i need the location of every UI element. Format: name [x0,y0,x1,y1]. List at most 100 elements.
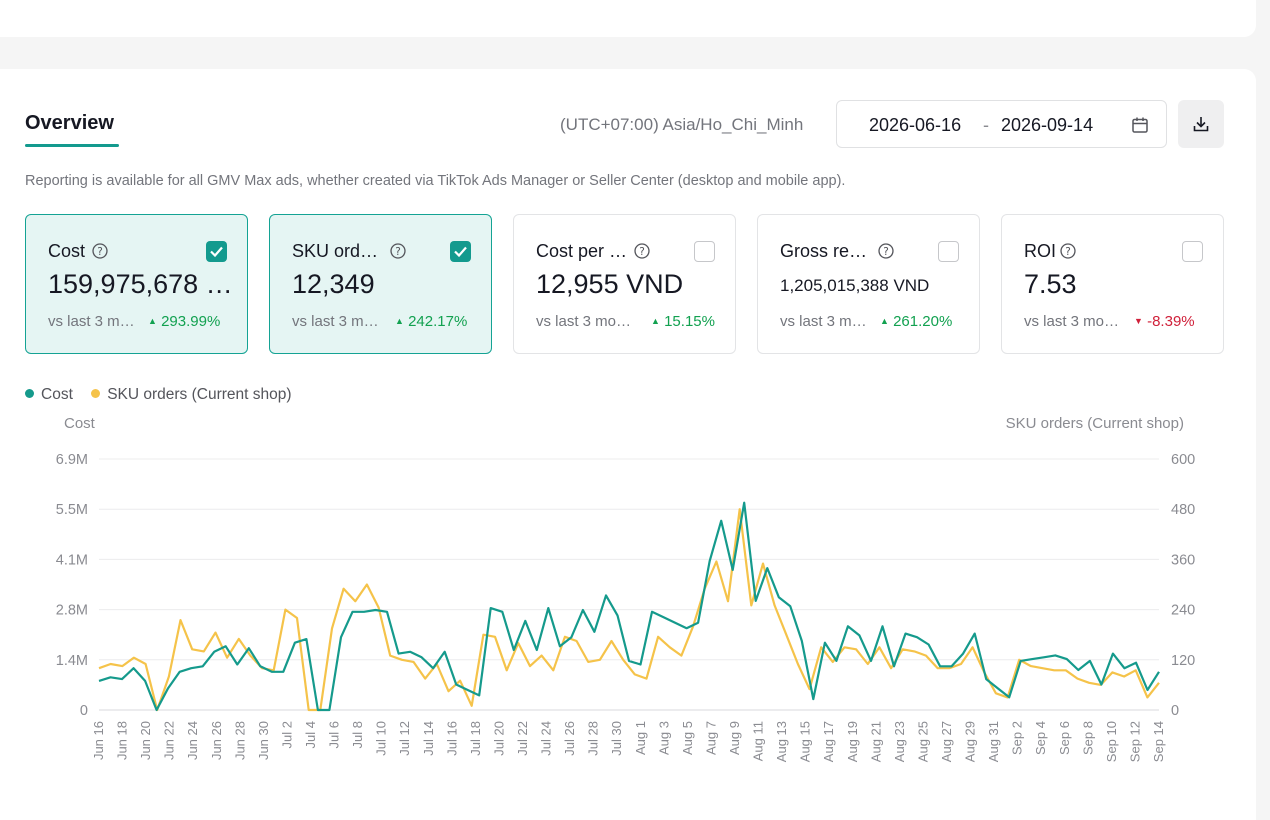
x-tick-label: Jul 22 [515,721,530,756]
help-icon[interactable]: ? [390,243,406,259]
x-tick-label: Jun 30 [256,721,271,760]
metric-change-value: 15.15% [664,313,715,330]
x-tick-label: Jul 10 [374,721,389,756]
help-icon[interactable]: ? [92,243,108,259]
download-button[interactable] [1178,100,1224,148]
x-tick-label: Jul 16 [444,721,459,756]
x-tick-label: Jun 26 [209,721,224,760]
dual-axis-line-chart: Cost SKU orders (Current shop) 0 0 1.4M 120 2.… [56,415,1195,762]
metric-title: Gross re… [780,241,868,261]
x-tick-label: Aug 17 [821,721,836,762]
metric-card-cost-per-order[interactable]: Cost per … ? 12,955 VND vs last 3 mo… ▲ … [513,214,736,354]
arrow-up-icon: ▲ [395,316,404,326]
left-tick-label: 4.1M [56,552,88,568]
help-icon[interactable]: ? [634,243,650,259]
x-tick-label: Aug 29 [963,721,978,762]
metric-change: ▼ -8.39% [1134,313,1195,330]
legend-dot [91,389,101,398]
right-tick-label: 360 [1171,552,1195,568]
x-tick-label: Aug 5 [680,721,695,755]
chart-legend: Cost SKU orders (Current shop) [25,386,306,404]
overview-card [0,69,1256,820]
x-tick-label: Aug 23 [892,721,907,762]
metric-comparison-label: vs last 3 mo… [536,313,632,330]
metric-change-value: 293.99% [161,313,221,330]
metric-value: 12,349 [292,269,375,299]
metric-card-roi[interactable]: ROI ? 7.53 vs last 3 mo… ▼ -8.39% [1001,214,1224,354]
legend-item-sku-orders[interactable]: SKU orders (Current shop) [91,386,292,404]
metric-comparison-label: vs last 3 mo… [1024,313,1120,330]
help-icon[interactable]: ? [1060,243,1076,259]
legend-label: Cost [41,386,73,403]
metric-checkbox[interactable] [938,241,959,262]
reporting-note: Reporting is available for all GMV Max a… [25,173,846,189]
arrow-down-icon: ▼ [1134,316,1143,326]
metric-card-cost[interactable]: Cost ? 159,975,678 … vs last 3 m… ▲ 293.… [25,214,248,354]
metric-checkbox[interactable] [206,241,227,262]
x-tick-label: Jul 18 [468,721,483,756]
x-tick-label: Jul 2 [279,721,294,748]
timezone-label: (UTC+07:00) Asia/Ho_Chi_Minh [560,115,804,134]
download-icon [1193,117,1209,132]
x-tick-label: Aug 31 [986,721,1001,762]
metric-comparison-label: vs last 3 m… [780,313,867,330]
x-tick-label: Jul 6 [327,721,342,748]
metric-value: 12,955 VND [536,269,684,299]
metric-checkbox[interactable] [694,241,715,262]
check-icon [210,246,223,258]
left-tick-label: 0 [80,703,88,719]
left-tick-label: 5.5M [56,502,88,518]
right-tick-label: 0 [1171,703,1179,719]
calendar-icon[interactable] [1131,116,1149,134]
x-tick-label: Sep 2 [1010,721,1025,755]
legend-label: SKU orders (Current shop) [107,386,292,403]
x-tick-label: Aug 27 [939,721,954,762]
metric-card-gross-revenue[interactable]: Gross re… ? 1,205,015,388 VND vs last 3 … [757,214,980,354]
x-tick-label: Aug 3 [656,721,671,755]
svg-text:?: ? [97,246,103,258]
right-tick-label: 120 [1171,653,1195,669]
right-tick-label: 240 [1171,603,1195,619]
metric-value: 7.53 [1024,269,1077,299]
metric-change: ▲ 242.17% [395,313,467,330]
svg-text:?: ? [395,246,401,258]
metric-change: ▲ 261.20% [880,313,952,330]
metric-change: ▲ 15.15% [651,313,715,330]
arrow-up-icon: ▲ [651,316,660,326]
right-tick-label: 600 [1171,452,1195,468]
metric-card-sku-orders[interactable]: SKU ord… ? 12,349 vs last 3 m… ▲ 242.17% [269,214,492,354]
x-tick-label: Sep 4 [1033,721,1048,755]
legend-item-cost[interactable]: Cost [25,386,73,404]
x-tick-label: Aug 11 [751,721,766,761]
metric-value: 1,205,015,388 VND [780,276,930,295]
x-tick-label: Aug 7 [703,721,718,755]
right-tick-label: 480 [1171,502,1195,518]
arrow-up-icon: ▲ [880,316,889,326]
x-tick-label: Jun 24 [185,721,200,760]
metric-comparison-label: vs last 3 m… [48,313,135,330]
date-end[interactable]: 2026-09-14 [1001,115,1094,135]
x-tick-label: Aug 9 [727,721,742,755]
x-tick-label: Jul 8 [350,721,365,748]
x-tick-label: Jul 26 [562,721,577,756]
date-start[interactable]: 2026-06-16 [869,115,962,135]
metric-checkbox[interactable] [1182,241,1203,262]
date-separator: - [983,115,989,135]
x-tick-label: Jun 20 [138,721,153,760]
metric-title: Cost [48,241,86,261]
help-icon[interactable]: ? [878,243,894,259]
metric-title: Cost per … [536,241,628,261]
metric-change-value: -8.39% [1147,313,1195,330]
left-tick-label: 6.9M [56,452,88,468]
metric-comparison-label: vs last 3 m… [292,313,379,330]
left-axis-title: Cost [64,415,96,432]
metric-change-value: 261.20% [893,313,953,330]
metric-checkbox[interactable] [450,241,471,262]
x-tick-label: Jun 28 [232,721,247,760]
check-icon [454,246,467,258]
svg-text:?: ? [1065,246,1071,258]
series-line-cost [98,501,1160,712]
date-range-picker[interactable]: 2026-06-16 - 2026-09-14 [836,100,1167,148]
tab-overview[interactable]: Overview [25,112,114,134]
x-tick-label: Aug 15 [798,721,813,762]
